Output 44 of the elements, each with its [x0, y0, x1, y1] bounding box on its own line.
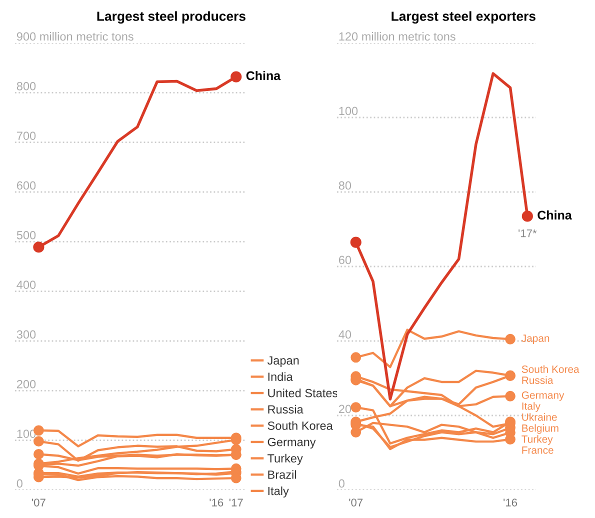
x-tick-label: '16 — [210, 498, 224, 506]
series-label: France — [522, 446, 554, 454]
y-tick-label: 600 — [16, 181, 36, 190]
series-label: South Korea — [522, 365, 580, 373]
series-label: Turkey — [522, 435, 553, 445]
y-tick-label: 800 — [16, 82, 36, 90]
series-label: Japan — [522, 334, 550, 344]
series-label: Italy — [522, 402, 540, 412]
y-tick-label: 300 — [16, 330, 36, 339]
series-label: Germany — [522, 391, 564, 401]
x-tick-label: '16 — [504, 498, 518, 506]
y-tick-label: 900 million metric tons — [16, 32, 134, 41]
series-label: Belgium — [522, 424, 558, 434]
legend-label: South Korea — [268, 421, 333, 430]
y-tick-label: 500 — [16, 230, 36, 240]
x-tick-label: '07 — [32, 498, 46, 506]
y-tick-label: 80 — [338, 181, 352, 190]
series-label: China — [246, 70, 281, 80]
legend-label: Russia — [268, 404, 304, 414]
y-tick-label: 700 — [16, 132, 36, 140]
y-tick-label: 0 — [338, 479, 344, 488]
legend-label: Japan — [267, 356, 299, 367]
series-label: Russia — [522, 376, 554, 384]
legend-label: Italy — [268, 486, 289, 498]
chart-title: Largest steel exporters — [392, 11, 536, 24]
legend-label: Turkey — [268, 454, 303, 465]
y-tick-label: 400 — [16, 280, 36, 289]
x-tick-label: '17 — [229, 498, 243, 506]
series-label: China — [538, 210, 572, 220]
annotation: '17* — [518, 229, 537, 238]
series-label: Ukraine — [522, 413, 557, 421]
legend-label: Brazil — [268, 470, 296, 479]
chart-title: Largest steel producers — [97, 11, 246, 24]
y-tick-label: 40 — [338, 330, 352, 339]
y-tick-label: 100 — [339, 106, 358, 116]
legend-label: Germany — [268, 438, 316, 449]
y-tick-label: 60 — [338, 256, 352, 264]
y-tick-label: 20 — [338, 404, 352, 414]
legend-label: United States — [268, 388, 338, 398]
y-tick-label: 200 — [16, 380, 36, 388]
y-tick-label: 0 — [16, 479, 22, 488]
y-tick-label: 120 million metric tons — [339, 32, 456, 41]
x-tick-label: '07 — [349, 498, 363, 506]
legend-label: India — [268, 372, 293, 381]
